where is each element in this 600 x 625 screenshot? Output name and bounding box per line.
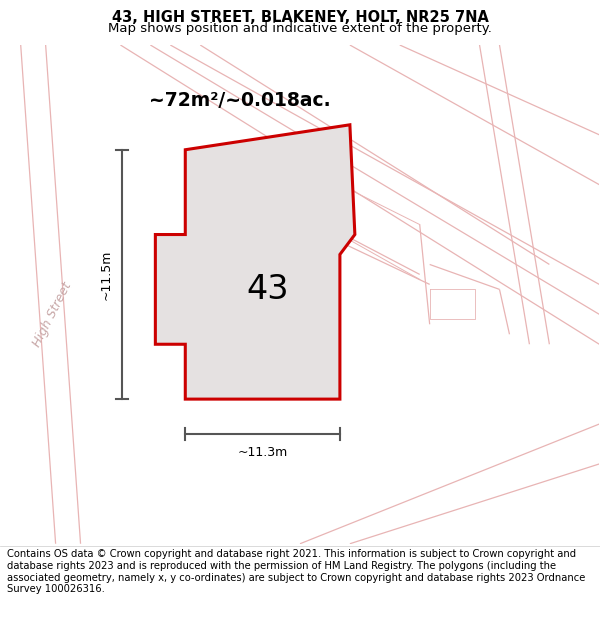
Text: ~11.5m: ~11.5m <box>100 249 112 299</box>
Text: 43: 43 <box>247 273 289 306</box>
Text: ~72m²/~0.018ac.: ~72m²/~0.018ac. <box>149 91 331 110</box>
Text: Map shows position and indicative extent of the property.: Map shows position and indicative extent… <box>108 22 492 35</box>
Text: ~11.3m: ~11.3m <box>238 446 288 459</box>
Text: High Street: High Street <box>31 280 74 349</box>
Text: Contains OS data © Crown copyright and database right 2021. This information is : Contains OS data © Crown copyright and d… <box>7 549 586 594</box>
Polygon shape <box>155 125 355 399</box>
Text: 43, HIGH STREET, BLAKENEY, HOLT, NR25 7NA: 43, HIGH STREET, BLAKENEY, HOLT, NR25 7N… <box>112 10 488 25</box>
